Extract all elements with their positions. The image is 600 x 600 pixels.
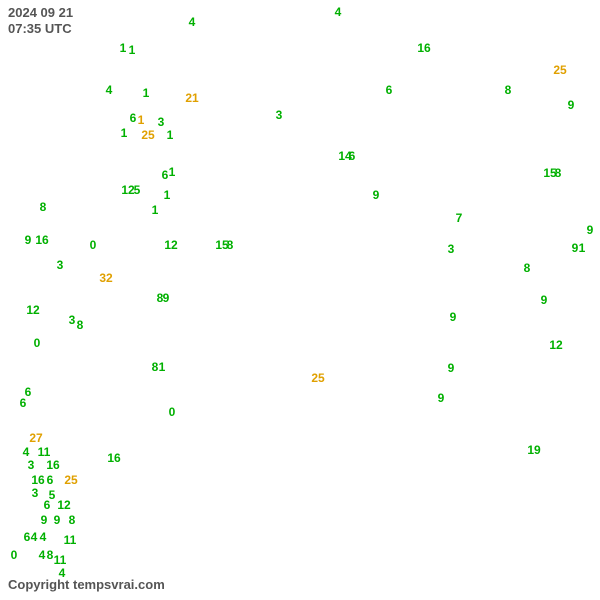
data-point: 12 bbox=[57, 498, 70, 512]
data-point: 6 bbox=[386, 83, 393, 97]
data-point: 11 bbox=[64, 533, 77, 547]
data-point: 1 bbox=[143, 86, 150, 100]
data-point: 21 bbox=[185, 91, 198, 105]
data-point: 8 bbox=[505, 83, 512, 97]
data-point: 11 bbox=[38, 445, 51, 459]
data-point: 8 bbox=[524, 261, 531, 275]
data-point: 9 bbox=[41, 513, 48, 527]
data-point: 4 bbox=[335, 5, 342, 19]
data-point: 3 bbox=[158, 115, 165, 129]
data-point: 25 bbox=[64, 473, 77, 487]
data-point: 4 bbox=[31, 530, 38, 544]
data-point: 1 bbox=[152, 203, 159, 217]
copyright-text: Copyright tempsvrai.com bbox=[8, 577, 165, 592]
timestamp-time: 07:35 UTC bbox=[8, 21, 73, 37]
data-point: 9 bbox=[450, 310, 457, 324]
data-point: 16 bbox=[31, 473, 44, 487]
data-point: 12 bbox=[549, 338, 562, 352]
data-point: 0 bbox=[169, 405, 176, 419]
data-point: 4 bbox=[23, 445, 30, 459]
data-point: 6 bbox=[162, 168, 169, 182]
data-point: 8 bbox=[227, 238, 234, 252]
data-point: 3 bbox=[57, 258, 64, 272]
data-point: 9 bbox=[448, 361, 455, 375]
data-point: 4 bbox=[40, 530, 47, 544]
data-point: 9 bbox=[25, 233, 32, 247]
data-point: 1 bbox=[129, 43, 136, 57]
data-point: 8 bbox=[40, 200, 47, 214]
data-point: 9 bbox=[568, 98, 575, 112]
data-point: 3 bbox=[69, 313, 76, 327]
data-point: 9 bbox=[438, 391, 445, 405]
data-point: 1 bbox=[159, 360, 166, 374]
data-point: 9 bbox=[587, 223, 594, 237]
data-point: 3 bbox=[276, 108, 283, 122]
timestamp-date: 2024 09 21 bbox=[8, 5, 73, 21]
data-point: 6 bbox=[24, 530, 31, 544]
data-point: 6 bbox=[20, 396, 27, 410]
data-point: 25 bbox=[311, 371, 324, 385]
data-point: 9 bbox=[572, 241, 579, 255]
data-point: 9 bbox=[54, 513, 61, 527]
data-point: 19 bbox=[527, 443, 540, 457]
timestamp-block: 2024 09 21 07:35 UTC bbox=[8, 5, 73, 36]
data-point: 7 bbox=[456, 211, 463, 225]
data-point: 4 bbox=[106, 83, 113, 97]
data-point: 6 bbox=[44, 498, 51, 512]
data-point: 25 bbox=[553, 63, 566, 77]
data-point: 1 bbox=[167, 128, 174, 142]
data-point: 0 bbox=[90, 238, 97, 252]
data-point: 16 bbox=[35, 233, 48, 247]
data-point: 0 bbox=[34, 336, 41, 350]
data-point: 9 bbox=[541, 293, 548, 307]
data-point: 5 bbox=[134, 183, 141, 197]
data-point: 1 bbox=[138, 113, 145, 127]
data-point: 11 bbox=[54, 553, 67, 567]
data-point: 1 bbox=[120, 41, 127, 55]
data-point: 3 bbox=[32, 486, 39, 500]
data-point: 16 bbox=[417, 41, 430, 55]
data-point: 4 bbox=[189, 15, 196, 29]
data-point: 0 bbox=[11, 548, 18, 562]
data-point: 8 bbox=[47, 548, 54, 562]
data-point: 16 bbox=[46, 458, 59, 472]
data-point: 8 bbox=[152, 360, 159, 374]
data-point: 8 bbox=[69, 513, 76, 527]
data-point: 12 bbox=[164, 238, 177, 252]
data-point: 1 bbox=[164, 188, 171, 202]
data-point: 3 bbox=[448, 242, 455, 256]
data-point: 32 bbox=[99, 271, 112, 285]
data-point: 6 bbox=[47, 473, 54, 487]
data-point: 9 bbox=[373, 188, 380, 202]
data-point: 8 bbox=[555, 166, 562, 180]
data-point: 3 bbox=[28, 458, 35, 472]
data-point: 9 bbox=[163, 291, 170, 305]
data-point: 12 bbox=[26, 303, 39, 317]
data-point: 1 bbox=[121, 126, 128, 140]
data-point: 1 bbox=[169, 165, 176, 179]
map-container: 2024 09 21 07:35 UTC 4416112541216896133… bbox=[0, 0, 600, 600]
data-point: 6 bbox=[130, 111, 137, 125]
data-point: 16 bbox=[107, 451, 120, 465]
data-point: 1 bbox=[579, 241, 586, 255]
data-point: 27 bbox=[29, 431, 42, 445]
data-point: 6 bbox=[349, 149, 356, 163]
data-point: 25 bbox=[141, 128, 154, 142]
data-point: 8 bbox=[77, 318, 84, 332]
data-point: 4 bbox=[39, 548, 46, 562]
